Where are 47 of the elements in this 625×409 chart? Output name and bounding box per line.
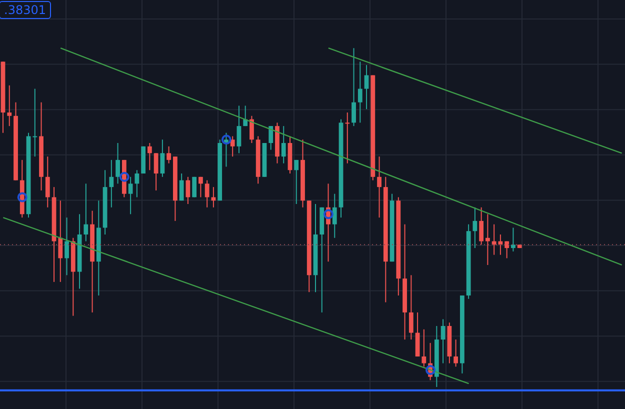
candlestick — [422, 328, 426, 368]
candlestick — [45, 156, 50, 208]
candlestick — [511, 227, 516, 252]
point — [323, 209, 334, 220]
candlestick — [364, 64, 369, 110]
candlestick — [32, 88, 38, 158]
candlestick — [377, 156, 382, 218]
candlestick — [160, 139, 165, 178]
text: .38301 — [0, 1, 51, 19]
candlestick — [268, 126, 274, 150]
point — [221, 134, 232, 145]
candlestick — [504, 240, 510, 259]
candlestick — [128, 176, 133, 215]
point — [17, 192, 28, 202]
candlestick — [485, 214, 490, 266]
candlestick — [179, 172, 184, 202]
candlestick — [345, 112, 350, 164]
candlestick — [352, 48, 356, 127]
candlestick — [198, 176, 203, 198]
candlestick — [186, 176, 190, 204]
candlestick — [250, 115, 254, 144]
candlestick — [154, 152, 158, 191]
candlestick — [116, 142, 120, 184]
candlestick — [147, 142, 152, 171]
candlestick — [204, 180, 210, 208]
candlestick — [415, 312, 420, 357]
candlestick — [454, 339, 458, 368]
candlestick — [358, 61, 362, 124]
candlestick — [211, 186, 216, 208]
candlestick — [58, 200, 63, 282]
candlestick — [109, 159, 114, 208]
candlestick — [479, 206, 484, 246]
candlestick — [472, 206, 478, 249]
candlestick — [236, 105, 242, 154]
candlestick — [294, 159, 299, 204]
candlestick — [166, 146, 172, 164]
candlestick — [440, 318, 446, 364]
candlestick — [408, 274, 414, 340]
point — [119, 172, 130, 182]
candlestick — [230, 136, 235, 158]
candlestick — [281, 126, 286, 164]
candlestick — [332, 193, 337, 238]
candlestick — [134, 170, 140, 198]
candlestick — [84, 183, 88, 242]
candlestick — [7, 84, 12, 127]
candlestick — [64, 217, 69, 276]
point — [425, 365, 436, 376]
